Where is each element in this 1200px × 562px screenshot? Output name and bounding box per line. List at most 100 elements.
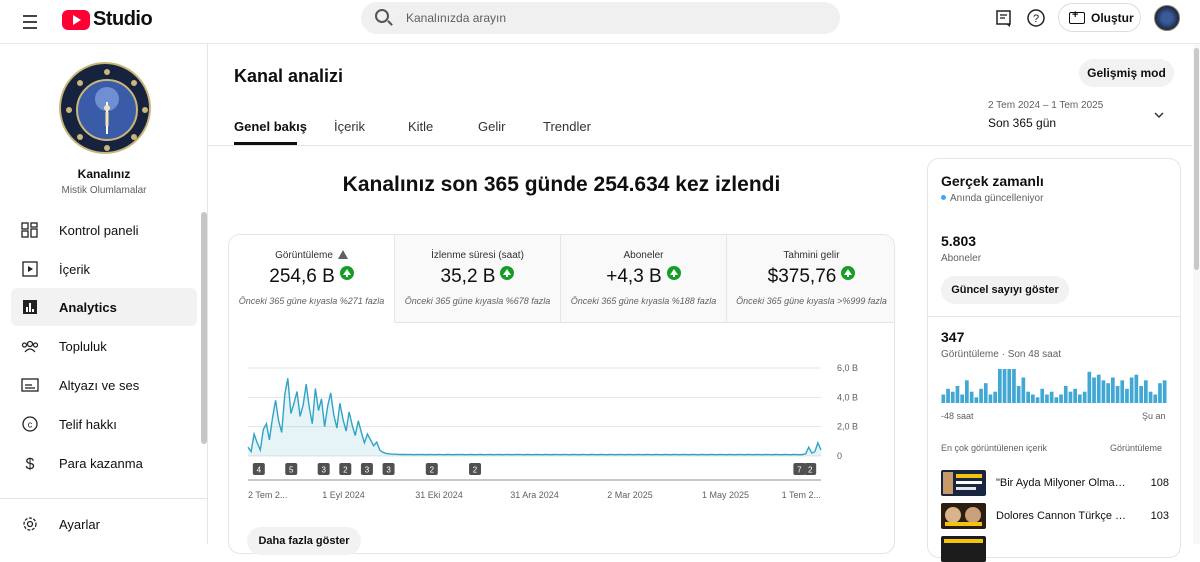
- hourly-bar[interactable]: [950, 391, 955, 403]
- hourly-bar[interactable]: [1115, 386, 1120, 403]
- search-box[interactable]: [361, 2, 840, 34]
- hourly-bar[interactable]: [1068, 391, 1073, 403]
- hourly-bar[interactable]: [946, 388, 950, 403]
- hourly-bar[interactable]: [1158, 383, 1162, 403]
- hourly-bar[interactable]: [983, 383, 988, 403]
- sidebar-item-subtitles[interactable]: Altyazı ve ses: [11, 366, 197, 404]
- hourly-bar[interactable]: [1092, 377, 1096, 404]
- hourly-bar[interactable]: [1111, 377, 1115, 404]
- hourly-bar[interactable]: [1144, 380, 1148, 403]
- event-marker[interactable]: 5: [285, 463, 298, 475]
- sidebar-item-community[interactable]: Topluluk: [11, 327, 197, 365]
- hourly-bar[interactable]: [1045, 394, 1049, 404]
- show-more-button[interactable]: Daha fazla göster: [247, 527, 361, 555]
- hourly-bar[interactable]: [1073, 388, 1077, 403]
- metric-views[interactable]: Görüntüleme 254,6 B Önceki 365 güne kıya…: [229, 235, 395, 323]
- event-marker[interactable]: 3: [360, 463, 373, 475]
- tab-content[interactable]: İçerik: [334, 119, 366, 134]
- hourly-bar[interactable]: [1129, 377, 1134, 404]
- hourly-bar[interactable]: [1002, 369, 1007, 403]
- hourly-bar[interactable]: [960, 394, 964, 404]
- hourly-bar[interactable]: [1016, 386, 1021, 403]
- hourly-bar[interactable]: [1134, 374, 1139, 403]
- tab-trends[interactable]: Trendler: [543, 119, 591, 134]
- hourly-bar[interactable]: [1035, 397, 1040, 403]
- hourly-bar[interactable]: [979, 388, 983, 403]
- date-range[interactable]: 2 Tem 2024 – 1 Tem 2025: [988, 100, 1104, 111]
- hourly-bar[interactable]: [1012, 369, 1016, 403]
- hourly-bar[interactable]: [1096, 374, 1101, 403]
- hourly-bar[interactable]: [965, 380, 969, 403]
- sidebar-item-analytics[interactable]: Analytics: [11, 288, 197, 326]
- hourly-bar[interactable]: [998, 369, 1002, 403]
- hourly-bar[interactable]: [1059, 394, 1063, 404]
- hourly-bar[interactable]: [1148, 391, 1153, 403]
- tab-audience[interactable]: Kitle: [408, 119, 434, 134]
- create-button[interactable]: Oluştur: [1058, 3, 1141, 32]
- sidebar-scrollbar[interactable]: [201, 212, 207, 444]
- hourly-bar[interactable]: [974, 397, 979, 403]
- hourly-bar[interactable]: [941, 394, 946, 404]
- hourly-bar[interactable]: [1087, 371, 1092, 403]
- hourly-bar[interactable]: [969, 391, 974, 403]
- hourly-bar[interactable]: [1049, 391, 1054, 403]
- hourly-bar[interactable]: [1139, 386, 1143, 403]
- menu-icon[interactable]: [18, 9, 46, 35]
- chevron-down-icon[interactable]: [1153, 109, 1165, 121]
- hourly-bar[interactable]: [988, 394, 993, 404]
- hourly-bar[interactable]: [1153, 394, 1158, 404]
- event-marker[interactable]: 4: [252, 463, 265, 475]
- hourly-bar[interactable]: [1007, 369, 1012, 403]
- tab-overview[interactable]: Genel bakış: [234, 119, 307, 134]
- hourly-bar[interactable]: [1026, 391, 1030, 403]
- feedback-icon[interactable]: [994, 8, 1014, 28]
- event-marker[interactable]: 3: [382, 463, 395, 475]
- event-marker[interactable]: 2: [425, 463, 438, 475]
- hourly-bar[interactable]: [1125, 388, 1129, 403]
- hourly-bar[interactable]: [1040, 388, 1045, 403]
- account-avatar[interactable]: [1154, 5, 1180, 31]
- tab-revenue[interactable]: Gelir: [478, 119, 506, 134]
- show-current-count-button[interactable]: Güncel sayıyı göster: [941, 276, 1069, 304]
- hourly-bar[interactable]: [1162, 380, 1167, 403]
- top-content-item[interactable]: [941, 536, 1169, 562]
- metric-subscribers[interactable]: Aboneler +4,3 B Önceki 365 güne kıyasla …: [561, 235, 727, 323]
- event-marker[interactable]: 2: [469, 463, 482, 475]
- sidebar-item-dashboard[interactable]: Kontrol paneli: [11, 211, 197, 249]
- page-scrollbar[interactable]: [1193, 44, 1200, 544]
- sidebar-item-settings[interactable]: Ayarlar: [11, 505, 197, 543]
- help-icon[interactable]: ?: [1026, 8, 1046, 28]
- hourly-bar[interactable]: [1101, 380, 1106, 403]
- hourly-bar[interactable]: [1078, 394, 1082, 404]
- hourly-bar[interactable]: [955, 386, 960, 403]
- hourly-bar[interactable]: [1021, 377, 1026, 404]
- metric-watch-time[interactable]: İzlenme süresi (saat) 35,2 B Önceki 365 …: [395, 235, 561, 323]
- channel-avatar[interactable]: [59, 62, 151, 154]
- video-thumbnail: [941, 503, 986, 529]
- metric-revenue[interactable]: Tahmini gelir $375,76 Önceki 365 güne kı…: [727, 235, 894, 323]
- hourly-bar[interactable]: [1106, 383, 1110, 403]
- overview-card: Görüntüleme 254,6 B Önceki 365 güne kıya…: [228, 234, 895, 554]
- hourly-bar[interactable]: [993, 391, 997, 403]
- views-chart[interactable]: 6,0 B4,0 B2,0 B04 5 3 2 3 3 2 2 7 22 Tem 2... 1 Ey…: [229, 323, 895, 554]
- studio-logo[interactable]: Studio: [62, 8, 153, 31]
- hourly-views-chart[interactable]: [941, 367, 1167, 407]
- search-input[interactable]: [406, 8, 826, 28]
- top-content-item[interactable]: "Bir Ayda Milyoner Olmanın... 108: [941, 470, 1169, 496]
- event-marker[interactable]: 2: [804, 463, 817, 475]
- top-content-item[interactable]: Dolores Cannon Türkçe Se... 103: [941, 503, 1169, 529]
- warning-icon[interactable]: [337, 250, 348, 259]
- advanced-mode-button[interactable]: Gelişmiş mod: [1079, 59, 1174, 87]
- hourly-bar[interactable]: [1082, 391, 1087, 403]
- hourly-bar[interactable]: [1031, 394, 1035, 404]
- event-marker[interactable]: 3: [317, 463, 330, 475]
- sidebar-item-monetization[interactable]: $ Para kazanma: [11, 444, 197, 482]
- event-marker[interactable]: 7: [793, 463, 806, 475]
- hourly-bar[interactable]: [1120, 380, 1125, 403]
- event-marker[interactable]: 2: [339, 463, 352, 475]
- hourly-bar[interactable]: [1063, 386, 1068, 403]
- date-range-label[interactable]: Son 365 gün: [988, 116, 1057, 130]
- sidebar-item-copyright[interactable]: c Telif hakkı: [11, 405, 197, 443]
- hourly-bar[interactable]: [1054, 397, 1059, 403]
- sidebar-item-content[interactable]: İçerik: [11, 250, 197, 288]
